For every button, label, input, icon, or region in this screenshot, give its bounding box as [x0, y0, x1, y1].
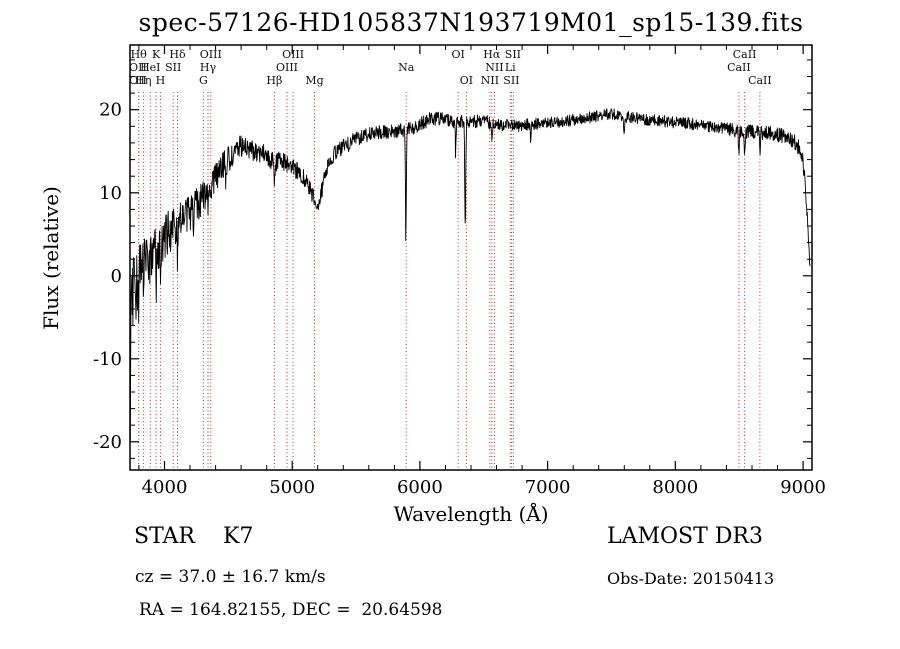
- svg-text:5000: 5000: [269, 477, 315, 498]
- plot-title: spec-57126-HD105837N193719M01_sp15-139.f…: [138, 8, 804, 37]
- svg-text:OIII: OIII: [276, 61, 298, 74]
- svg-text:4000: 4000: [142, 477, 188, 498]
- svg-text:NII: NII: [485, 61, 503, 74]
- svg-text:SII: SII: [505, 48, 521, 61]
- svg-text:Hγ: Hγ: [200, 61, 217, 74]
- object-class-label: STAR K7: [134, 524, 254, 549]
- svg-text:Na: Na: [398, 61, 415, 74]
- spectral-line-markers: [130, 92, 761, 469]
- svg-text:Hδ: Hδ: [169, 48, 186, 61]
- svg-text:OII: OII: [129, 61, 147, 74]
- svg-text:OI: OI: [460, 74, 473, 87]
- svg-text:9000: 9000: [780, 477, 826, 498]
- svg-text:20: 20: [99, 100, 122, 121]
- ra-dec-value: RA = 164.82155, DEC = 20.64598: [139, 600, 443, 620]
- svg-text:OI: OI: [452, 48, 465, 61]
- svg-text:HeI: HeI: [140, 61, 160, 74]
- svg-text:CaII: CaII: [727, 61, 751, 74]
- x-axis-label: Wavelength (Å): [393, 501, 548, 526]
- svg-text:K: K: [152, 48, 161, 61]
- svg-text:10: 10: [99, 183, 122, 204]
- spectrum-trace: [130, 108, 811, 441]
- svg-text:Hβ: Hβ: [266, 74, 282, 87]
- obs-date-value: Obs-Date: 20150413: [607, 569, 775, 588]
- svg-text:SII: SII: [165, 61, 181, 74]
- svg-text:Mg: Mg: [305, 74, 323, 87]
- svg-text:OIII: OIII: [200, 48, 222, 61]
- svg-text:SII: SII: [503, 74, 519, 87]
- svg-text:CaII: CaII: [748, 74, 772, 87]
- svg-text:7000: 7000: [525, 477, 571, 498]
- svg-text:8000: 8000: [652, 477, 698, 498]
- svg-text:OII: OII: [129, 74, 147, 87]
- svg-text:0: 0: [111, 266, 122, 287]
- svg-text:Hα: Hα: [483, 48, 501, 61]
- svg-text:-20: -20: [93, 432, 122, 453]
- plot-axes: 4000 5000 6000 7000 8000 9000 -20 -10 0 10 20: [93, 44, 826, 498]
- svg-text:NII: NII: [481, 74, 499, 87]
- survey-label: LAMOST DR3: [607, 524, 763, 549]
- svg-text:Hθ: Hθ: [131, 48, 148, 61]
- svg-text:Li: Li: [505, 61, 516, 74]
- y-axis-label: Flux (relative): [39, 186, 63, 330]
- cz-value: cz = 37.0 ± 16.7 km/s: [135, 567, 326, 587]
- svg-text:G: G: [199, 74, 208, 87]
- svg-text:Hη: Hη: [135, 74, 151, 87]
- svg-text:-10: -10: [93, 349, 122, 370]
- svg-text:CaII: CaII: [733, 48, 757, 61]
- svg-text:6000: 6000: [397, 477, 443, 498]
- svg-text:OIII: OIII: [282, 48, 304, 61]
- svg-text:H: H: [156, 74, 166, 87]
